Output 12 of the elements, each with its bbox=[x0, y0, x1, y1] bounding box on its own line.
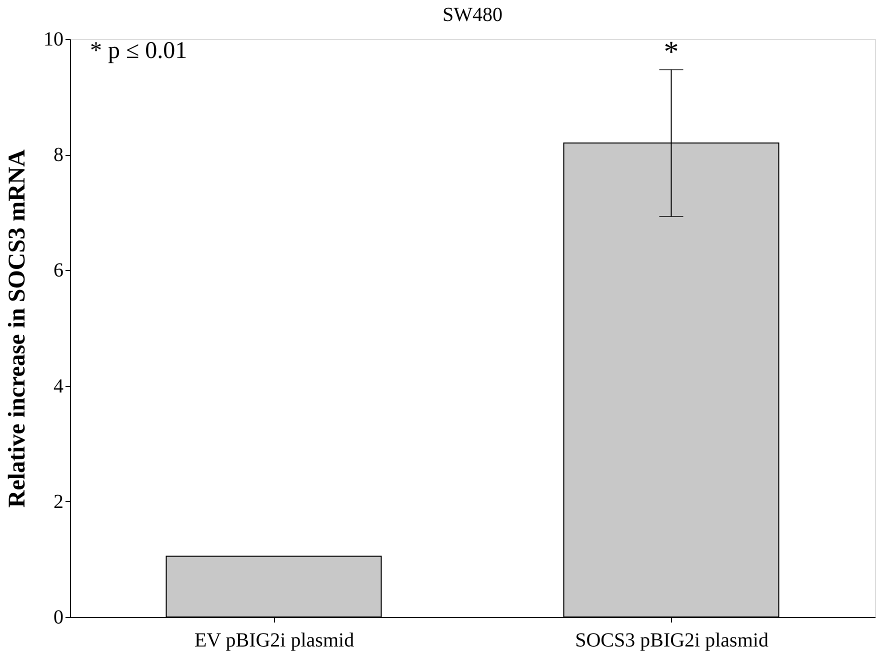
x-tick-label: SOCS3 pBIG2i plasmid bbox=[575, 630, 768, 652]
x-tick-label: EV pBIG2i plasmid bbox=[194, 630, 354, 652]
y-tick-label: 10 bbox=[44, 28, 64, 50]
chart-title: SW480 bbox=[442, 4, 502, 26]
annotation: * bbox=[664, 36, 679, 69]
y-tick-label: 2 bbox=[54, 490, 64, 513]
y-tick-label: 6 bbox=[54, 260, 64, 282]
y-tick-label: 8 bbox=[54, 144, 64, 166]
annotation: * p ≤ 0.01 bbox=[90, 38, 188, 64]
y-tick-label: 0 bbox=[54, 606, 64, 628]
y-axis-title: Relative increase in SOCS3 mRNA bbox=[4, 148, 30, 508]
y-tick-label: 4 bbox=[54, 375, 64, 398]
